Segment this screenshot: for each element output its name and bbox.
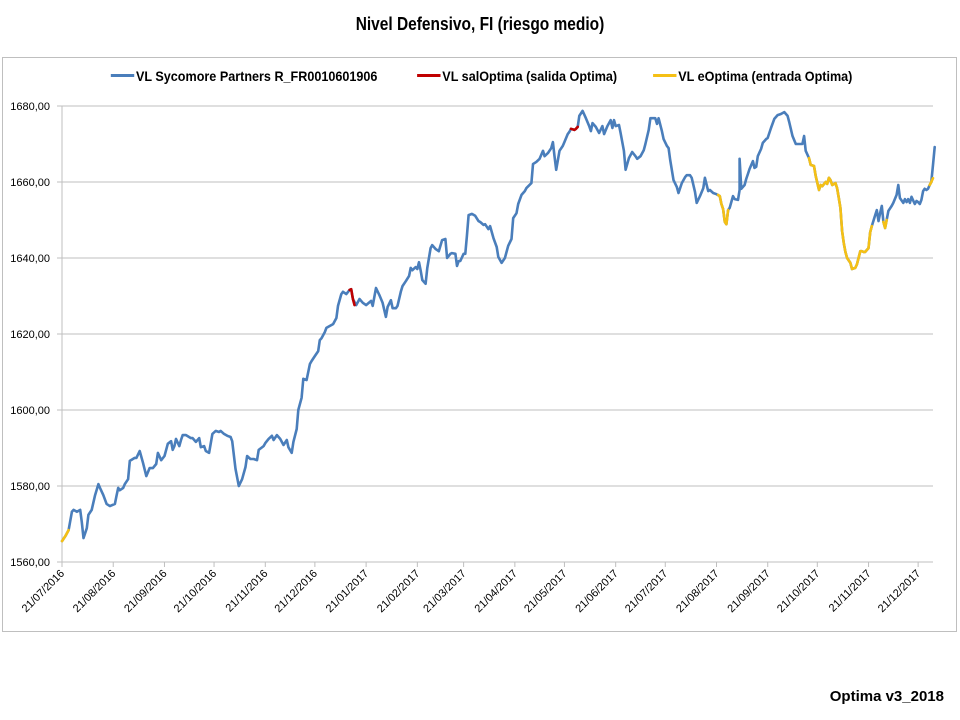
y-tick-label: 1560,00 — [10, 557, 50, 569]
x-tick-label: 21/11/2017 — [827, 568, 874, 615]
chart-area — [2, 57, 957, 632]
x-tick-label: 21/09/2016 — [122, 568, 169, 615]
x-tick-label: 21/12/2016 — [273, 568, 320, 615]
legend-item-saloptima[interactable]: VL salOptima (salida Optima) — [417, 68, 617, 84]
y-tick-label: 1660,00 — [10, 177, 50, 189]
series-segment-eoptima — [60, 528, 70, 543]
x-tick-label: 21/08/2016 — [71, 568, 118, 615]
y-tick-label: 1640,00 — [10, 253, 50, 265]
footer-label: Optima v3_2018 — [829, 688, 944, 705]
x-tick-label: 21/01/2017 — [324, 568, 371, 615]
y-tick-label: 1600,00 — [10, 405, 50, 417]
legend-label: VL eOptima (entrada Optima) — [678, 68, 853, 84]
series-segment-eoptima — [716, 193, 730, 226]
x-tick-label: 21/07/2016 — [20, 568, 67, 615]
x-tick-label: 21/10/2016 — [172, 568, 219, 615]
x-tick-label: 21/11/2016 — [224, 568, 271, 615]
legend-label: VL salOptima (salida Optima) — [442, 68, 618, 84]
legend-item-eoptima[interactable]: VL eOptima (entrada Optima) — [653, 68, 853, 84]
x-tick-label: 21/10/2017 — [775, 568, 822, 615]
chart-title: Nivel Defensivo, FI (riesgo medio) — [355, 14, 605, 34]
legend-label: VL Sycomore Partners R_FR0010601906 — [136, 68, 378, 84]
series-segment-saloptima — [569, 125, 580, 132]
x-tick-label: 21/04/2017 — [473, 568, 520, 615]
legend-line-icon — [110, 73, 135, 77]
x-tick-label: 21/06/2017 — [573, 568, 620, 615]
y-tick-label: 1580,00 — [10, 481, 50, 493]
series-segment-eoptima — [882, 218, 889, 230]
legend-line-icon — [653, 73, 677, 77]
series-segment-eoptima — [928, 176, 935, 187]
series-segment-eoptima — [807, 156, 874, 271]
x-tick-label: 21/02/2017 — [375, 568, 422, 615]
x-tick-label: 21/12/2017 — [876, 568, 923, 615]
y-tick-label: 1620,00 — [10, 329, 50, 341]
x-tick-label: 21/03/2017 — [421, 568, 468, 615]
x-tick-label: 21/08/2017 — [674, 568, 721, 615]
x-tick-label: 21/09/2017 — [725, 568, 772, 615]
x-tick-label: 21/07/2017 — [623, 568, 670, 615]
legend-item-sycomore[interactable]: VL Sycomore Partners R_FR0010601906 — [110, 68, 378, 84]
legend: VL Sycomore Partners R_FR0010601906 VL s… — [0, 68, 960, 84]
series-segment-saloptima — [348, 287, 356, 307]
legend-line-icon — [417, 73, 441, 77]
y-tick-label: 1680,00 — [10, 101, 50, 113]
x-tick-label: 21/05/2017 — [522, 568, 569, 615]
series-line-sycomore — [60, 109, 937, 543]
